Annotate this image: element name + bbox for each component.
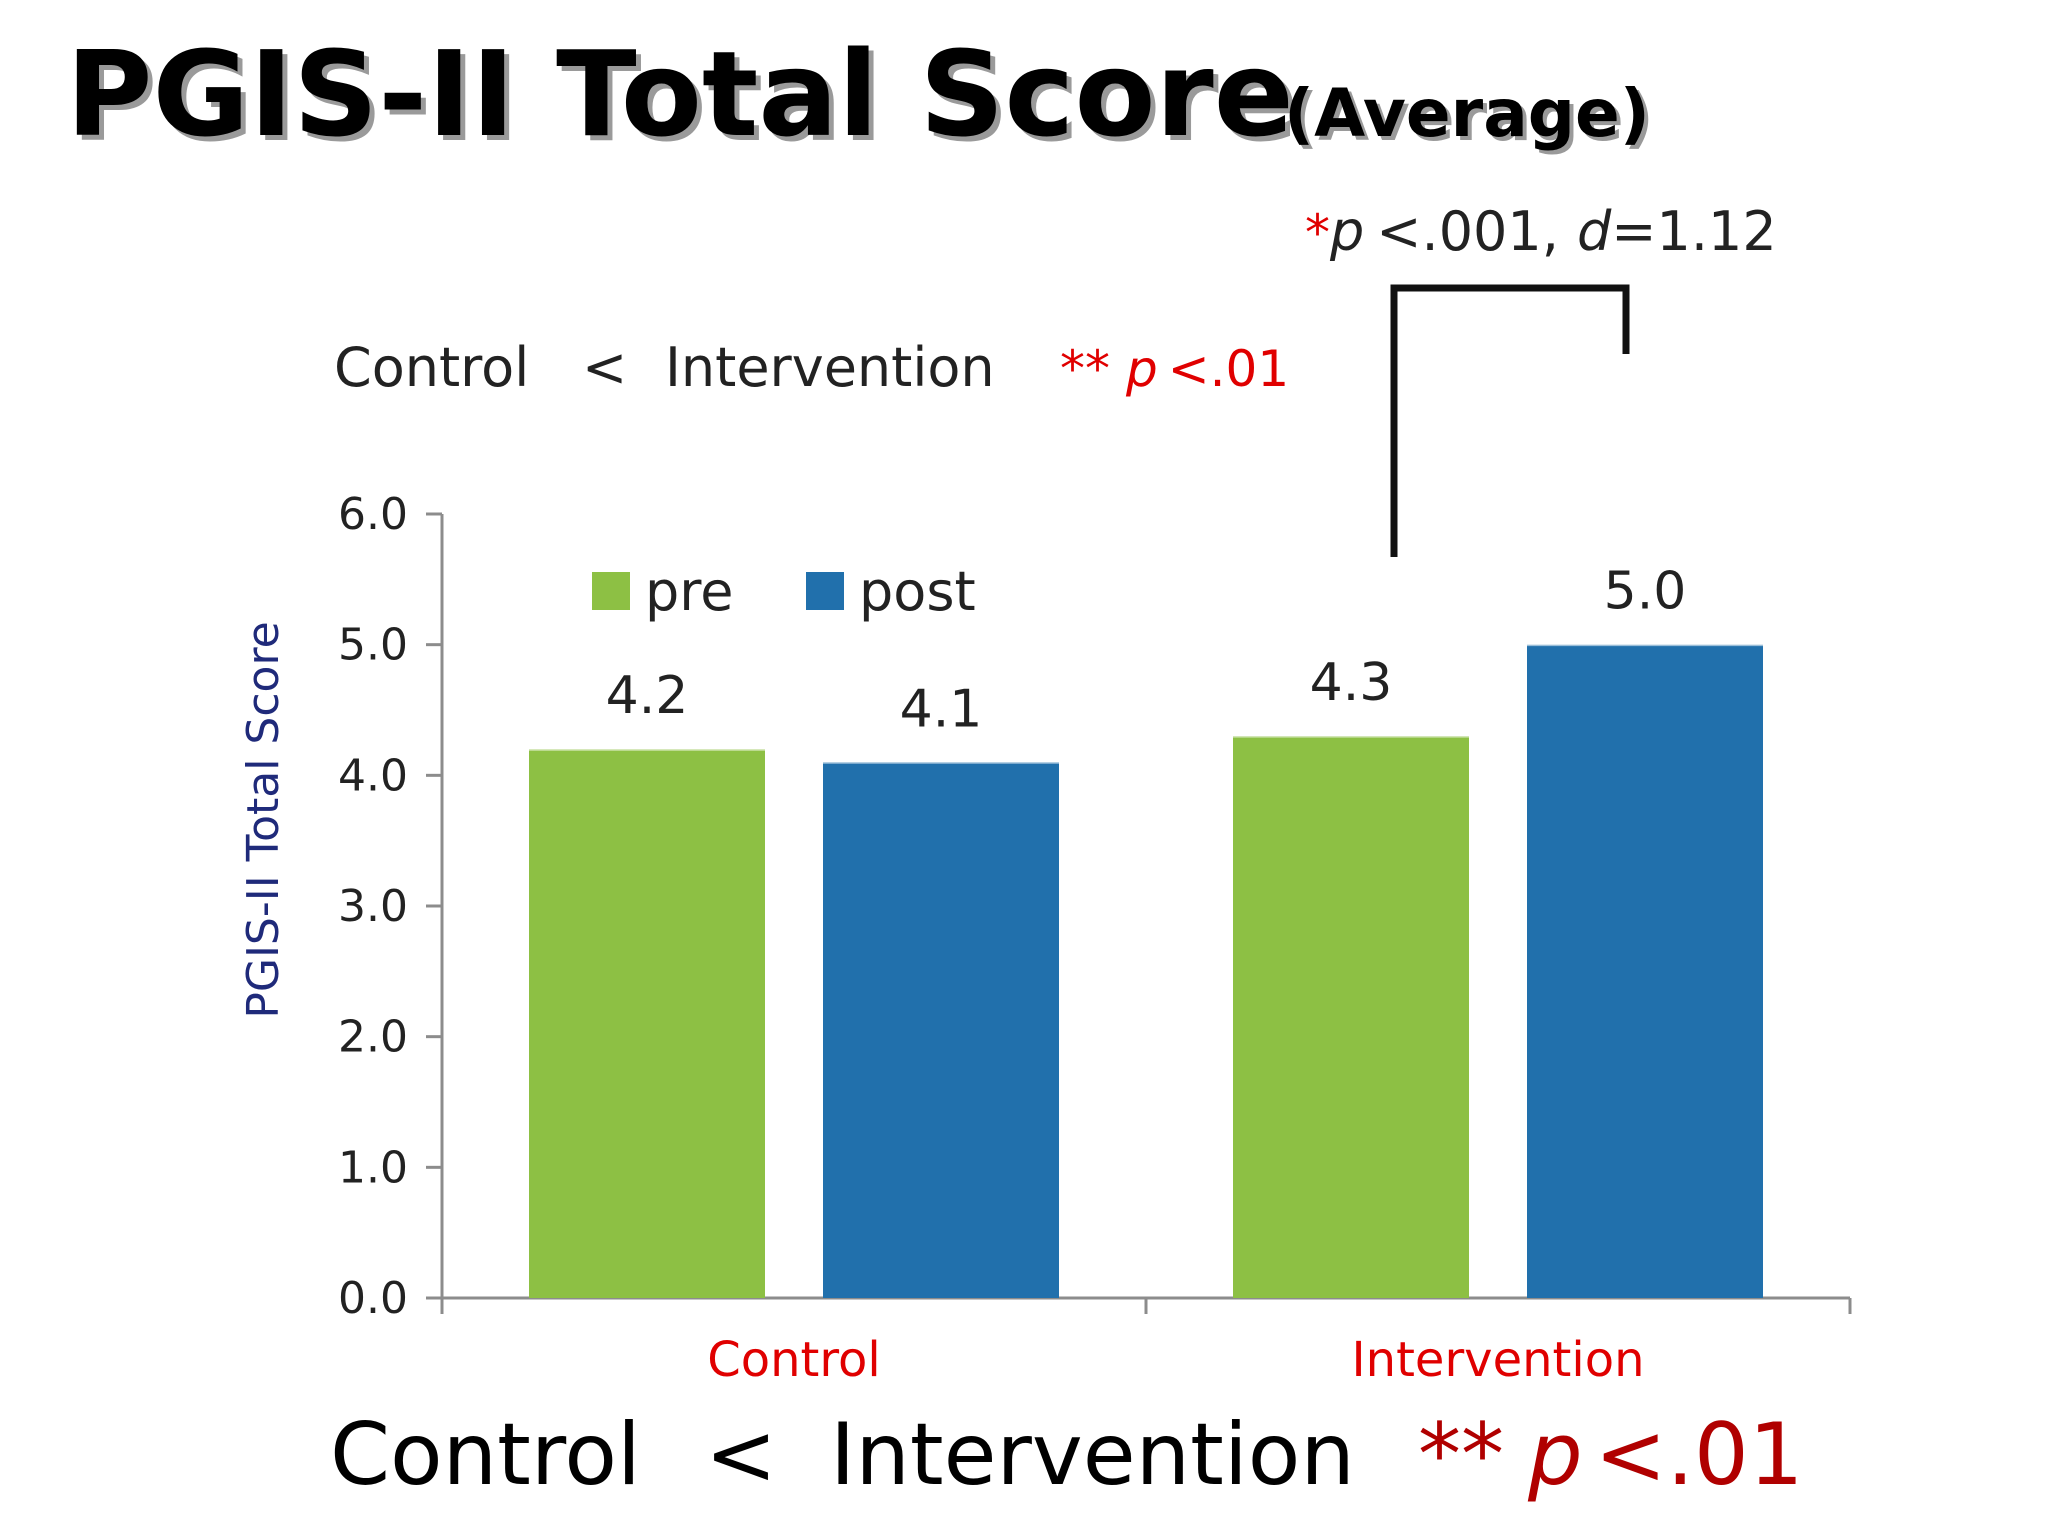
- top-comparison-right: Intervention: [665, 336, 995, 399]
- bottom-comparison-op: <: [705, 1405, 777, 1505]
- bar-pre-control: [529, 749, 765, 1298]
- bar-labels: 4.2 4.1 4.3 5.0: [606, 562, 1687, 740]
- bottom-comparison-p-value: <.01: [1595, 1405, 1804, 1505]
- x-ticks: [440, 1298, 1852, 1314]
- chart-subtitle: (Average): [1284, 75, 1650, 152]
- chart-title-shadow: PGIS-II Total Score: [71, 30, 1299, 168]
- legend: pre post: [592, 560, 976, 623]
- chart-title-main: PGIS-II Total Score: [66, 25, 1294, 163]
- legend-swatch-post: [806, 572, 844, 610]
- bar-post-intervention: [1527, 644, 1763, 1298]
- bottom-comparison-p: ** p <.01: [1418, 1405, 1803, 1505]
- top-comparison-p-value: <.01: [1168, 340, 1289, 398]
- y-tick-label: 2.0: [338, 1012, 408, 1063]
- top-comparison-p-letter: p: [1125, 340, 1158, 398]
- chart-title: PGIS-II Total Score PGIS-II Total Score …: [66, 25, 1654, 168]
- bottom-comparison-left: Control: [330, 1405, 641, 1505]
- y-tick-label: 0.0: [338, 1273, 408, 1324]
- top-comparison-left: Control: [334, 336, 529, 399]
- bar-pre-intervention: [1233, 736, 1469, 1298]
- significance-star: *: [1305, 204, 1330, 262]
- bar-post-control: [823, 762, 1059, 1298]
- significance-d-value: =1.12: [1611, 200, 1776, 263]
- significance-bracket: [1390, 284, 1630, 557]
- y-tick-label: 5.0: [338, 620, 408, 671]
- bar-value-label: 4.1: [900, 679, 983, 739]
- significance-d: d: [1577, 200, 1612, 263]
- legend-label-post: post: [859, 560, 976, 623]
- y-tick-label: 4.0: [338, 750, 408, 801]
- significance-p: p: [1329, 200, 1364, 263]
- category-labels: Control Intervention: [707, 1332, 1644, 1388]
- legend-label-pre: pre: [645, 560, 734, 623]
- top-comparison-p: ** p <.01: [1060, 340, 1289, 398]
- bottom-comparison-stars: **: [1418, 1405, 1504, 1505]
- bar-value-label: 4.3: [1310, 653, 1393, 713]
- category-label-intervention: Intervention: [1352, 1332, 1645, 1388]
- bars: [529, 643, 1763, 1298]
- legend-swatch-pre: [592, 572, 630, 610]
- bottom-comparison-p-letter: p: [1527, 1405, 1583, 1505]
- bar-value-label: 4.2: [606, 666, 689, 726]
- significance-p-value: <.001,: [1376, 200, 1559, 263]
- top-comparison-stars: **: [1060, 340, 1110, 398]
- y-tick-label: 3.0: [338, 881, 408, 932]
- y-tick-label: 1.0: [338, 1142, 408, 1193]
- y-ticks: 0.0 1.0 2.0 3.0 4.0 5.0 6.0: [338, 489, 442, 1324]
- bar-value-label: 5.0: [1604, 562, 1687, 622]
- category-label-control: Control: [707, 1332, 881, 1388]
- top-comparison-op: <: [582, 336, 627, 399]
- y-tick-label: 6.0: [338, 489, 408, 540]
- y-axis-label: PGIS-II Total Score: [238, 621, 289, 1018]
- bottom-comparison-right: Intervention: [830, 1405, 1355, 1505]
- chart-subtitle-shadow: (Average): [1288, 79, 1654, 156]
- significance-text: *p <.001, d=1.12: [1305, 200, 1777, 263]
